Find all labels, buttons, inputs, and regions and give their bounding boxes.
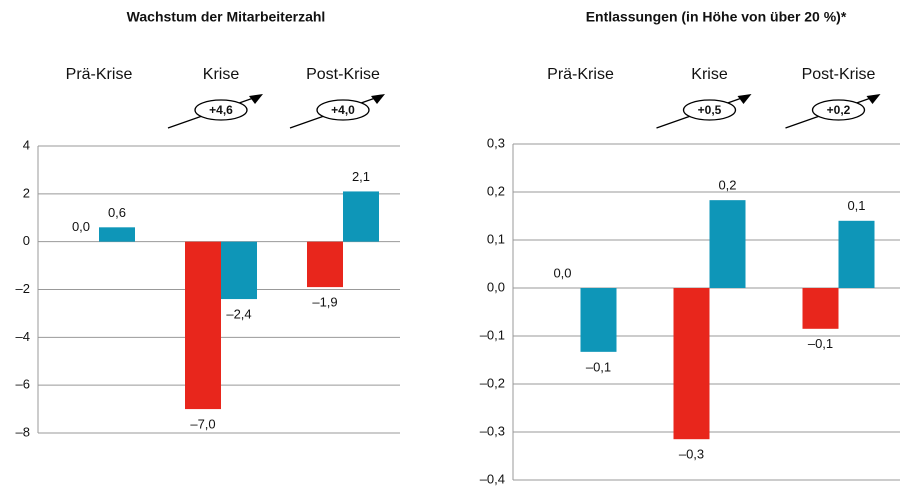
arrow-head [249,94,263,104]
category-label: Krise [691,66,728,83]
value-label: 0,1 [847,198,865,213]
annotation-text: +0,5 [698,103,722,117]
annotation-ellipse [316,99,370,121]
bar [838,220,875,288]
category-label: Prä-Krise [66,66,133,83]
annotation-ellipse [811,99,866,121]
annotation-text: +4,6 [209,103,233,117]
y-tick-label: –2 [16,281,30,296]
y-tick-label: 4 [23,137,30,152]
value-label: –0,1 [808,336,833,351]
y-tick-label: 0,2 [487,183,505,198]
arrow-head [737,94,752,104]
annotation-ellipse [682,99,737,121]
y-tick-label: –4 [16,329,30,344]
y-tick-label: –0,3 [480,423,505,438]
annotation-text: +4,0 [331,103,355,117]
bar [185,241,221,410]
value-label: 2,1 [352,169,370,184]
bar [99,227,135,242]
y-tick-label: –8 [16,424,30,439]
chart-title: Entlassungen (in Höhe von über 20 %)* [586,9,847,25]
arrow-head [371,94,385,104]
bar [709,200,746,288]
category-label: Prä-Krise [547,66,614,83]
value-label: 0,0 [72,219,90,234]
value-label: 0,2 [718,178,736,193]
value-label: –2,4 [226,307,251,322]
y-tick-label: –6 [16,377,30,392]
y-tick-label: –0,2 [480,375,505,390]
y-tick-label: 0,0 [487,279,505,294]
bar [343,191,379,242]
y-tick-label: –0,4 [480,471,505,486]
value-label: –0,3 [679,447,704,462]
y-tick-label: –0,1 [480,327,505,342]
bar [307,241,343,288]
value-label: –0,1 [586,359,611,374]
category-label: Post-Krise [306,66,380,83]
y-tick-label: 0,1 [487,231,505,246]
value-label: –1,9 [312,295,337,310]
bar [802,288,839,329]
arrow-head [866,94,881,104]
category-label: Krise [203,66,240,83]
annotation-text: +0,2 [827,103,851,117]
value-label: 0,0 [553,265,571,280]
bar [221,241,257,300]
y-tick-label: 0,3 [487,135,505,150]
value-label: 0,6 [108,205,126,220]
bar [580,288,617,352]
category-label: Post-Krise [802,66,876,83]
value-label: –7,0 [190,417,215,432]
chart-title: Wachstum der Mitarbeiterzahl [127,9,326,25]
y-tick-label: 2 [23,185,30,200]
bar [673,288,710,440]
y-tick-label: 0 [23,233,30,248]
annotation-ellipse [194,99,248,121]
